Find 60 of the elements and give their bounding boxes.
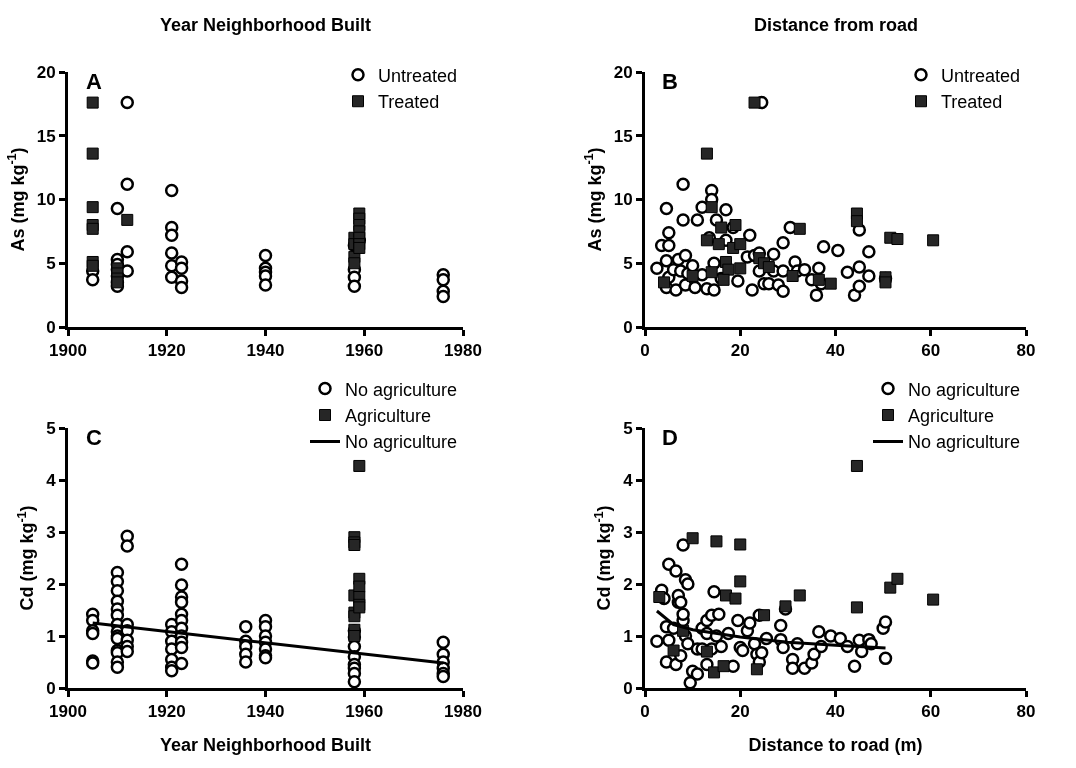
x-tick-label: 1900 (49, 341, 87, 361)
x-tick-label: 60 (921, 702, 941, 722)
legend-label: No agriculture (908, 379, 1021, 400)
x-tick-label: 1920 (147, 341, 186, 361)
y-tick-label: 5 (623, 254, 633, 274)
legend-label: No agriculture (345, 432, 458, 453)
legend-label: Agriculture (345, 406, 432, 427)
x-tick-label: 20 (730, 702, 750, 722)
y-tick-label: 0 (623, 678, 633, 698)
y-tick-label: 10 (36, 190, 56, 210)
legend-label: No agriculture (908, 432, 1021, 453)
x-tick-label: 1960 (345, 341, 384, 361)
legend-label: Untreated (378, 65, 458, 86)
y-tick-label: 3 (46, 522, 56, 542)
y-tick-label: 3 (623, 522, 633, 542)
legend-label: Untreated (941, 65, 1021, 86)
y-tick-label: 5 (46, 254, 56, 274)
y-tick-label: 1 (46, 626, 56, 646)
x-tick-label: 1920 (147, 702, 186, 722)
y-tick-label: 15 (613, 126, 633, 146)
legend-label: Treated (941, 92, 1003, 113)
annotation: D (662, 425, 678, 450)
y-tick-label: 15 (36, 126, 56, 146)
x-tick-label: 80 (1016, 341, 1036, 361)
y-tick-label: 0 (46, 317, 56, 337)
x-tick-label: 0 (640, 702, 650, 722)
x-tick-label: 40 (826, 702, 845, 722)
legend-label: Treated (378, 92, 440, 113)
annotation: A (86, 69, 102, 94)
x-tick-label: 1980 (444, 341, 482, 361)
y-tick-label: 20 (36, 62, 56, 82)
x-tick-label: 1900 (49, 702, 87, 722)
x-tick-label: 0 (640, 341, 650, 361)
y-tick-label: 5 (623, 418, 633, 438)
x-tick-label: 1980 (444, 702, 482, 722)
y-tick-label: 5 (46, 418, 56, 438)
y-tick-label: 20 (613, 62, 633, 82)
annotation: C (86, 425, 102, 450)
chart-title: Year Neighborhood Built (160, 15, 372, 35)
x-tick-label: 1940 (246, 341, 285, 361)
x-tick-label: 40 (826, 341, 845, 361)
x-axis-title: Distance to road (m) (748, 734, 923, 755)
y-tick-label: 0 (623, 317, 633, 337)
y-tick-label: 4 (46, 470, 57, 490)
y-tick-label: 4 (623, 470, 634, 490)
x-tick-label: 80 (1016, 702, 1036, 722)
y-tick-label: 2 (46, 574, 56, 594)
x-tick-label: 60 (921, 341, 941, 361)
x-tick-label: 1960 (345, 702, 384, 722)
y-tick-label: 0 (46, 678, 56, 698)
y-tick-label: 2 (623, 574, 633, 594)
x-tick-label: 20 (730, 341, 750, 361)
annotation: B (662, 69, 678, 94)
legend-label: No agriculture (345, 379, 458, 400)
y-tick-label: 1 (623, 626, 633, 646)
x-axis-title: Year Neighborhood Built (159, 734, 372, 755)
legend-label: Agriculture (908, 406, 995, 427)
chart-title: Distance from road (754, 15, 919, 35)
x-tick-label: 1940 (246, 702, 285, 722)
y-tick-label: 10 (613, 190, 633, 210)
